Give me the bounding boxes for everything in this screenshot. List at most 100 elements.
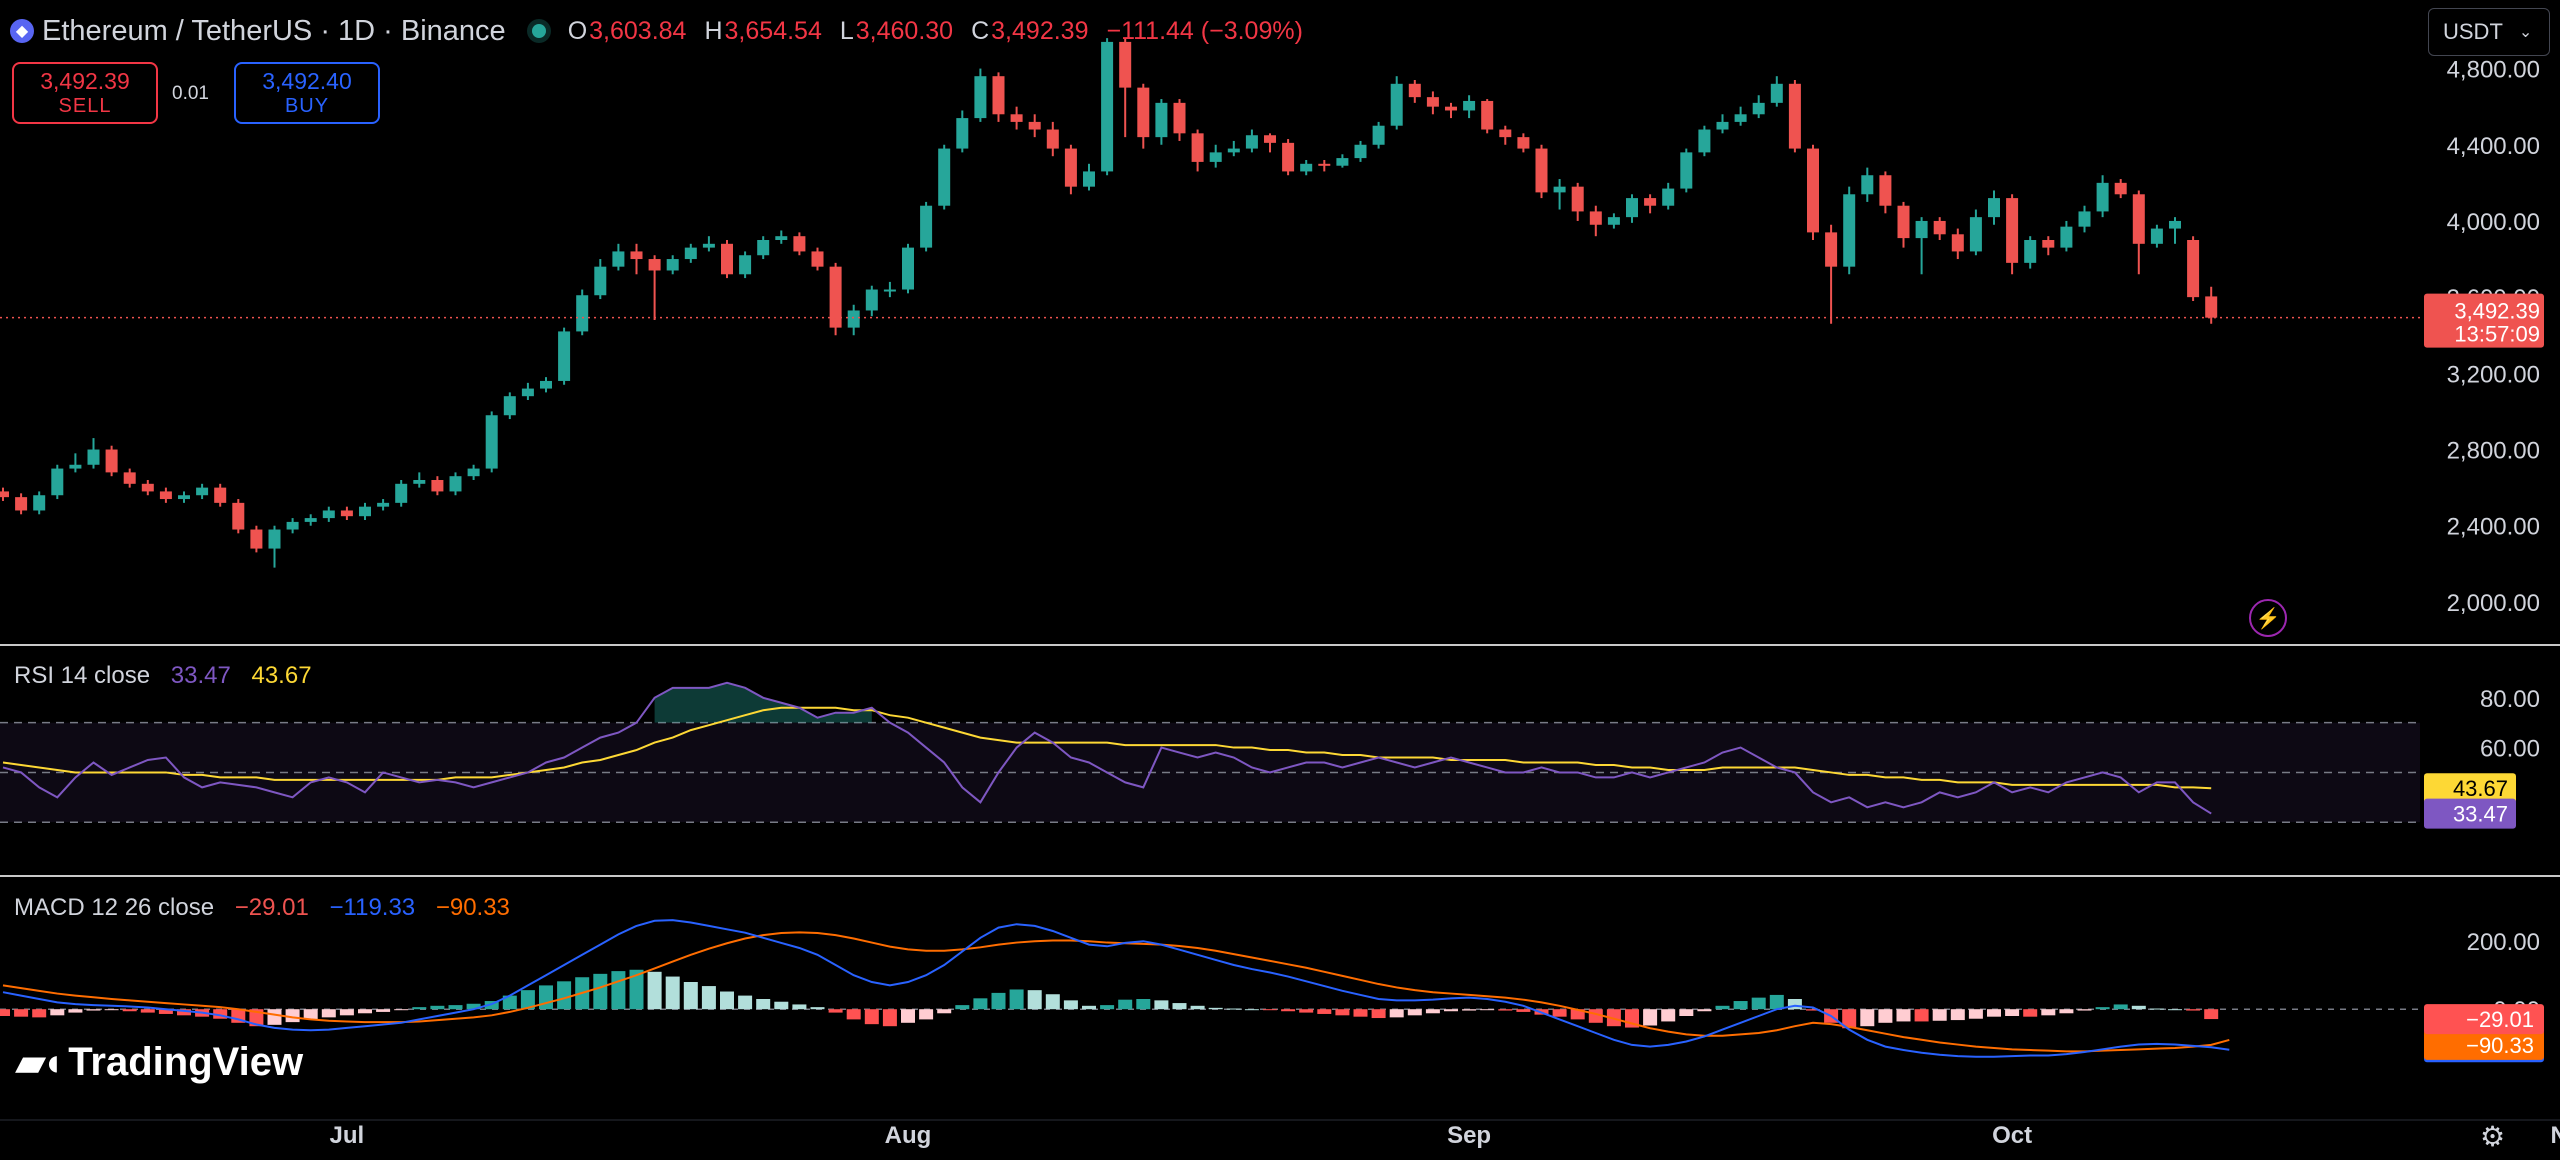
macd-hist-tag-value: −29.01 [2466,1007,2534,1032]
candle [1010,114,1023,122]
candle [1752,102,1765,115]
macd-hist-bar [2077,1009,2092,1011]
macd-hist-bar [1389,1009,1404,1018]
symbol-title[interactable]: Ethereum / TetherUS · 1D · Binance [42,14,506,47]
open-label: O [567,16,588,45]
settings-icon[interactable]: ⚙ [2480,1121,2506,1152]
macd-hist-bar [303,1009,318,1020]
candle [956,118,969,149]
macd-hist-bar [1498,1009,1513,1011]
macd-hist-bar [991,992,1006,1010]
lightning-icon[interactable]: ⚡ [2249,599,2287,637]
low-label: L [839,16,854,45]
signal-legend-value: −90.33 [435,894,510,921]
macd-hist-bar [1281,1009,1296,1012]
candle [1083,171,1095,187]
candle [1408,83,1421,98]
macd-hist-bar [86,1009,101,1011]
macd-hist-bar [1425,1009,1440,1014]
macd-hist-bar [919,1009,934,1020]
rsi-pane[interactable] [0,681,2420,823]
macd-hist-bar [720,991,734,1010]
macd-hist-bar [358,1009,372,1014]
macd-pane[interactable] [0,919,2420,1058]
candle [648,259,661,271]
sell-price: 3,492.39 [40,68,130,95]
open-value: 3,603.84 [589,16,687,45]
macd-hist-bar [738,995,753,1010]
rsi-legend[interactable]: RSI 14 close 33.47 43.67 [14,662,312,690]
candle [2114,182,2127,195]
macd-hist-bar [846,1009,861,1020]
candle [1988,198,2000,218]
candle [214,487,227,503]
macd-hist-bar [1480,1009,1495,1011]
candle [51,468,64,496]
rsi-ma-line [2,706,2212,790]
candle [847,310,860,328]
tradingview-logo[interactable]: ▰◖ TradingView [16,1040,303,1085]
candle [702,243,715,248]
candle [1589,211,1602,225]
macd-hist-bar [0,1009,10,1016]
macd-hist-legend-value: −29.01 [234,894,309,921]
candle [467,468,480,477]
macd-hist-bar [1063,1000,1078,1010]
macd-hist-bar [50,1009,65,1016]
candle [811,251,824,267]
price-change: −111.44 (−3.09%) [1106,16,1303,45]
time-axis-tick: Oct [1992,1122,2032,1149]
buy-button[interactable]: 3,492.40 BUY [234,62,380,124]
rsi-ma-tag-value: 43.67 [2453,776,2508,801]
candle [503,396,516,416]
macd-hist-bar [1896,1009,1911,1022]
macd-hist-bar [647,971,662,1010]
candle [268,529,281,549]
candle [2205,296,2218,318]
macd-hist-bar [1643,1009,1658,1026]
candle [322,510,335,519]
candle [2150,228,2163,244]
currency-select[interactable]: USDT ⌄ [2428,8,2550,56]
macd-hist-bar [285,1009,300,1023]
candle [1227,148,1240,153]
candle [883,289,896,292]
macd-hist-tag [2424,1004,2544,1035]
time-axis-tick: Sep [1447,1122,1491,1149]
macd-hist-bar [376,1009,391,1012]
candle [2132,194,2145,244]
candle [1716,121,1729,130]
macd-legend[interactable]: MACD 12 26 close −29.01 −119.33 −90.33 [14,894,510,922]
macd-hist-bar [629,969,644,1010]
close-label: C [971,16,990,45]
macd-hist-bar [68,1009,83,1013]
macd-legend-value: −119.33 [329,894,416,921]
macd-hist-bar [864,1009,879,1025]
signal-tag-value: −90.33 [2466,1033,2534,1058]
candle [1933,220,1946,235]
candle [2187,240,2200,298]
candle [521,388,534,397]
macd-hist-bar [2204,1009,2219,1020]
macd-hist-bar [1878,1009,1893,1023]
macd-hist-bar [1932,1009,1947,1021]
macd-hist-bar [502,995,517,1010]
price-tag-value: 3,492.39 [2454,299,2540,324]
macd-hist-bar [2041,1009,2056,1016]
candle [666,259,679,271]
candle [1626,198,1638,218]
market-status-icon [531,24,546,38]
macd-hist-bar [1462,1009,1477,1011]
rsi-ma-tag [2424,773,2516,804]
candle [232,502,245,530]
sell-button[interactable]: 3,492.39 SELL [12,62,158,124]
candle [0,491,9,498]
price-pane[interactable] [0,38,2420,568]
candle [1064,148,1077,187]
macd-hist-bar [665,976,680,1010]
candle [1825,232,1838,267]
macd-hist-bar [1263,1009,1277,1011]
candle [775,236,788,240]
macd-hist-bar [1679,1009,1694,1016]
